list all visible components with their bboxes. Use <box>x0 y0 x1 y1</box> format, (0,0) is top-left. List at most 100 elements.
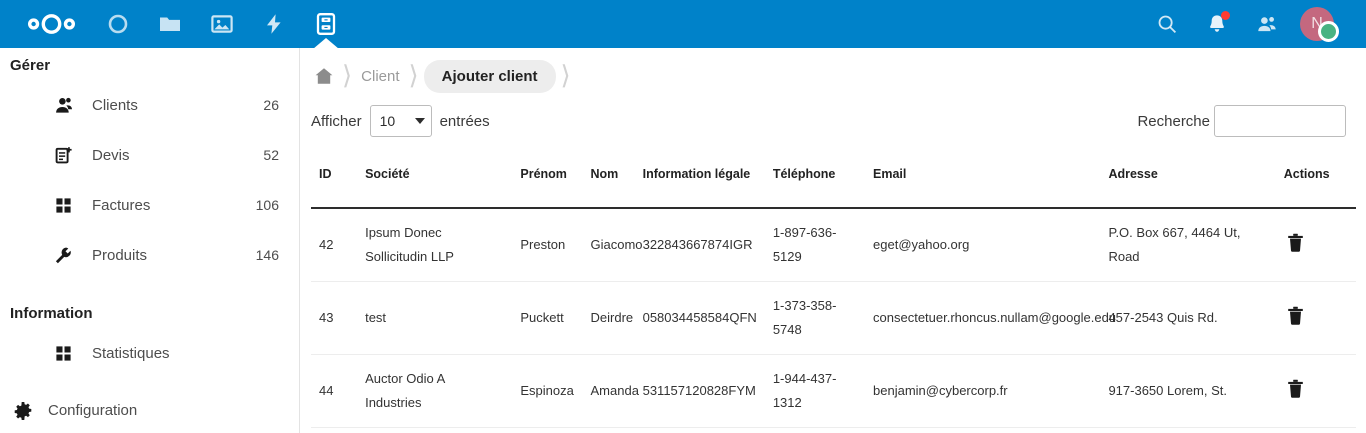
activity-icon[interactable] <box>248 0 300 48</box>
column-header-nom[interactable]: Nom <box>582 142 635 209</box>
cell-email: benjamin@cybercorp.fr <box>865 354 1101 428</box>
search-input[interactable] <box>1214 105 1346 137</box>
cell-adresse: Ap #698-3925 Sociis St. <box>1100 427 1276 433</box>
cell-adresse: 457-2543 Quis Rd. <box>1100 281 1276 355</box>
sidebar-item-label: Clients <box>92 96 138 114</box>
cell-societe: Donec Foundation <box>357 427 513 433</box>
breadcrumb-item-client[interactable]: Client <box>361 67 400 85</box>
table-body: 42 Ipsum Donec Sollicitudin LLP Preston Gia… <box>311 208 1356 433</box>
cell-id: 42 <box>311 208 358 282</box>
cell-information-legale: 466143582715TCR <box>634 427 765 433</box>
column-header-email[interactable]: Email <box>865 142 1101 209</box>
nextcloud-logo[interactable] <box>0 0 92 48</box>
sidebar-item-factures[interactable]: Factures 106 <box>0 180 299 230</box>
sidebar-item-configuration[interactable]: Configuration <box>0 388 299 433</box>
person-icon <box>52 94 74 116</box>
sidebar-item-count: 26 <box>263 97 279 113</box>
avatar[interactable]: N <box>1292 0 1348 48</box>
page-length-select[interactable]: 10 <box>369 105 432 137</box>
sidebar-item-clients[interactable]: Clients 26 <box>0 80 299 130</box>
online-status-dot <box>1318 21 1339 42</box>
breadcrumb: ⟩ Client ⟩ Ajouter client ⟩ <box>301 52 1366 100</box>
table-row[interactable]: 44 Auctor Odio A Industries Espinoza Amanda… <box>311 354 1356 428</box>
grid-icon <box>52 342 74 364</box>
cell-actions <box>1275 427 1356 433</box>
table-header-row: ID Société Prénom Nom Information légale… <box>311 142 1356 209</box>
cell-id: 45 <box>311 427 358 433</box>
cell-id: 44 <box>311 354 358 428</box>
column-header-societe[interactable]: Société <box>357 142 513 209</box>
home-icon[interactable] <box>311 63 337 89</box>
cell-information-legale: 322843667874IGR <box>634 208 765 282</box>
sidebar-item-statistiques[interactable]: Statistiques <box>0 328 299 378</box>
breadcrumb-separator: ⟩ <box>408 59 419 90</box>
contacts-icon[interactable] <box>1242 0 1292 48</box>
sidebar-item-produits[interactable]: Produits 146 <box>0 230 299 280</box>
column-header-information-legale[interactable]: Information légale <box>634 142 765 209</box>
sidebar-item-label: Devis <box>92 146 130 164</box>
breadcrumb-item-ajouter-client[interactable]: Ajouter client <box>423 59 556 93</box>
sidebar-item-count: 52 <box>263 147 279 163</box>
sidebar-section-title-gerer: Gérer <box>10 57 51 74</box>
cell-actions <box>1275 281 1356 355</box>
page-length-suffix-label: entrées <box>439 112 490 130</box>
table-header: ID Société Prénom Nom Information légale… <box>311 142 1356 209</box>
breadcrumb-separator: ⟩ <box>342 59 353 90</box>
chevron-down-icon <box>414 118 425 124</box>
cell-telephone: 1-944-437-1312 <box>764 354 866 428</box>
notifications-icon[interactable] <box>1192 0 1242 48</box>
cell-nom: Giacomo <box>582 208 643 282</box>
sidebar-item-label: Configuration <box>48 402 138 419</box>
cell-societe: test <box>357 281 513 355</box>
sidebar-item-label: Produits <box>92 246 148 264</box>
main-content: ⟩ Client ⟩ Ajouter client ⟩ Afficher 10 … <box>301 48 1366 433</box>
wrench-icon <box>52 244 74 266</box>
notification-badge <box>1221 11 1230 20</box>
page-length-control: Afficher 10 entrées <box>311 105 490 137</box>
cell-nom: Odette <box>582 427 635 433</box>
cell-actions <box>1275 208 1356 282</box>
cell-actions <box>1275 354 1356 428</box>
sidebar-item-count: 146 <box>255 247 279 263</box>
photos-icon[interactable] <box>196 0 248 48</box>
table-row[interactable]: 42 Ipsum Donec Sollicitudin LLP Preston Gia… <box>311 208 1356 282</box>
cell-prenom: Preston <box>512 208 583 282</box>
grid-icon <box>52 194 74 216</box>
files-icon[interactable] <box>144 0 196 48</box>
invoices-app-icon[interactable] <box>300 0 352 48</box>
table-row[interactable]: 45Donec FoundationDawsonOdette4661435827… <box>311 427 1356 433</box>
cell-prenom: Espinoza <box>512 354 583 428</box>
sidebar-section-title-information: Information <box>10 305 93 322</box>
cell-prenom: Dawson <box>512 427 583 433</box>
cell-adresse: P.O. Box 667, 4464 Ut, Road <box>1100 208 1276 282</box>
table-search: Recherche <box>1137 105 1346 137</box>
cell-email: consectetuer.rhoncus.nullam@google.edu <box>865 281 1116 355</box>
sidebar: Gérer Clients 26 Devis 52 <box>0 48 300 433</box>
quote-icon <box>52 144 74 166</box>
column-header-prenom[interactable]: Prénom <box>512 142 583 209</box>
search-icon[interactable] <box>1142 0 1192 48</box>
cell-telephone: 1-897-636-5129 <box>764 208 866 282</box>
sidebar-item-devis[interactable]: Devis 52 <box>0 130 299 180</box>
search-label: Recherche <box>1137 112 1210 130</box>
cell-societe: Ipsum Donec Sollicitudin LLP <box>357 208 513 282</box>
sidebar-item-count: 106 <box>255 197 279 213</box>
column-header-adresse[interactable]: Adresse <box>1100 142 1276 209</box>
trash-icon[interactable] <box>1284 303 1308 327</box>
column-header-id[interactable]: ID <box>311 142 358 209</box>
cell-nom: Deirdre <box>582 281 635 355</box>
cell-email: eget@yahoo.org <box>865 208 1101 282</box>
trash-icon[interactable] <box>1284 230 1308 254</box>
trash-icon[interactable] <box>1284 376 1308 400</box>
top-header: N <box>0 0 1366 48</box>
dashboard-icon[interactable] <box>92 0 144 48</box>
cell-telephone: 1-373-358-5748 <box>764 281 866 355</box>
table-row[interactable]: 43 test Puckett Deirdre 058034458584QFN 1-373… <box>311 281 1356 355</box>
cell-nom: Amanda <box>582 354 639 428</box>
sidebar-item-label: Factures <box>92 196 151 214</box>
cell-societe: Auctor Odio A Industries <box>357 354 513 428</box>
column-header-telephone[interactable]: Téléphone <box>764 142 866 209</box>
header-actions: N <box>1142 0 1366 48</box>
cell-prenom: Puckett <box>512 281 583 355</box>
cell-information-legale: 531157120828FYM <box>634 354 765 428</box>
